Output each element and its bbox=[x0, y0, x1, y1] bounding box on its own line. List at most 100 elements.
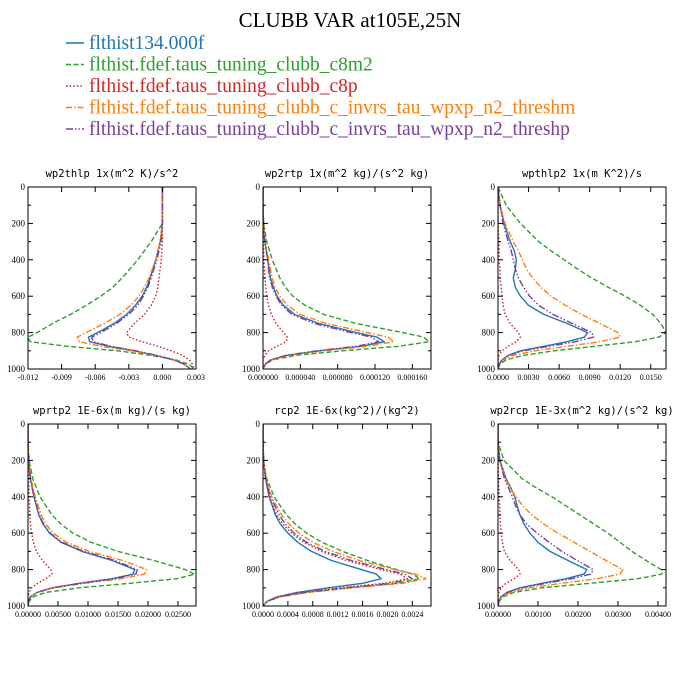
x-tick-label: 0.01500 bbox=[105, 610, 131, 619]
x-tick-label: -0.006 bbox=[85, 373, 106, 382]
series-line bbox=[28, 424, 53, 606]
x-tick-label: 0.000000 bbox=[248, 373, 278, 382]
chart-panels: wp2thlp 1x(m^2 K)/s^2 0 200 400 600 800 1000 -0… bbox=[7, 168, 674, 619]
y-tick-label: 1000 bbox=[7, 601, 26, 611]
x-tick-label: 0.02000 bbox=[135, 610, 161, 619]
series-line bbox=[263, 424, 427, 606]
y-tick-label: 800 bbox=[12, 565, 26, 575]
series-line bbox=[28, 424, 148, 606]
legend: flthist134.000fflthist.fdef.taus_tuning_… bbox=[66, 33, 575, 140]
chart-panel: rcp2 1E-6x(kg^2)/(kg^2) 0 200 400 600 800 1000… bbox=[242, 405, 432, 619]
legend-entry: flthist.fdef.taus_tuning_clubb_c8p bbox=[66, 76, 358, 97]
series-line bbox=[263, 424, 421, 606]
x-tick-label: 0.0012 bbox=[327, 610, 349, 619]
y-tick-label: 400 bbox=[247, 492, 261, 502]
plot-frame bbox=[262, 186, 432, 370]
y-tick-label: 400 bbox=[482, 255, 496, 265]
y-tick-label: 800 bbox=[12, 328, 26, 338]
x-tick-label: 0.0008 bbox=[302, 610, 324, 619]
y-tick-label: 200 bbox=[247, 218, 261, 228]
x-tick-label: 0.0090 bbox=[579, 373, 601, 382]
x-tick-label: 0.00400 bbox=[645, 610, 671, 619]
y-tick-label: 400 bbox=[12, 492, 26, 502]
x-tick-label: 0.00300 bbox=[605, 610, 631, 619]
legend-entry: flthist134.000f bbox=[66, 33, 205, 54]
y-tick-label: 600 bbox=[482, 291, 496, 301]
x-tick-label: 0.02500 bbox=[165, 610, 191, 619]
x-tick-label: 0.0060 bbox=[548, 373, 570, 382]
x-tick-label: -0.003 bbox=[118, 373, 139, 382]
y-tick-label: 400 bbox=[12, 255, 26, 265]
chart-panel: wp2rcp 1E-3x(m^2 kg)/(s^2 kg) 0 200 400 600 8… bbox=[477, 405, 674, 619]
plot-frame bbox=[27, 186, 197, 370]
series-line bbox=[498, 424, 588, 606]
series-line bbox=[263, 187, 288, 369]
x-tick-label: 0.0024 bbox=[401, 610, 423, 619]
x-tick-label: 0.0020 bbox=[376, 610, 398, 619]
series-line bbox=[28, 187, 195, 369]
y-tick-label: 400 bbox=[482, 492, 496, 502]
x-tick-label: 0.00500 bbox=[45, 610, 71, 619]
y-tick-label: 600 bbox=[482, 528, 496, 538]
y-tick-label: 0 bbox=[491, 419, 496, 429]
series-line bbox=[498, 424, 624, 606]
x-tick-label: 0.000 bbox=[153, 373, 171, 382]
y-tick-label: 600 bbox=[12, 528, 26, 538]
x-tick-label: 0.00000 bbox=[15, 610, 41, 619]
y-tick-label: 0 bbox=[21, 182, 26, 192]
y-tick-label: 0 bbox=[256, 419, 261, 429]
legend-entry: flthist.fdef.taus_tuning_clubb_c_invrs_t… bbox=[66, 98, 575, 119]
y-tick-label: 200 bbox=[12, 455, 26, 465]
y-tick-label: 1000 bbox=[477, 601, 496, 611]
x-tick-label: 0.01000 bbox=[75, 610, 101, 619]
x-tick-label: 0.0000 bbox=[252, 610, 274, 619]
series-line bbox=[263, 187, 385, 369]
y-tick-label: 800 bbox=[247, 565, 261, 575]
series-line bbox=[498, 187, 666, 369]
x-tick-label: 0.000120 bbox=[360, 373, 390, 382]
x-tick-label: 0.000160 bbox=[397, 373, 427, 382]
panel-title: wp2thlp 1x(m^2 K)/s^2 bbox=[46, 168, 179, 180]
y-tick-label: 0 bbox=[491, 182, 496, 192]
series-line bbox=[28, 424, 138, 606]
panel-title: rcp2 1E-6x(kg^2)/(kg^2) bbox=[274, 405, 419, 417]
legend-entry: flthist.fdef.taus_tuning_clubb_c8m2 bbox=[66, 55, 373, 76]
y-tick-label: 800 bbox=[482, 565, 496, 575]
series-line bbox=[263, 424, 382, 606]
x-tick-label: 0.0030 bbox=[518, 373, 540, 382]
x-tick-label: 0.0000 bbox=[487, 373, 509, 382]
series-line bbox=[498, 187, 522, 369]
y-tick-label: 1000 bbox=[242, 601, 261, 611]
legend-label: flthist.fdef.taus_tuning_clubb_c8m2 bbox=[89, 55, 373, 76]
figure-title: CLUBB VAR at105E,25N bbox=[239, 8, 462, 32]
series-line bbox=[125, 187, 195, 369]
y-tick-label: 600 bbox=[247, 291, 261, 301]
legend-label: flthist.fdef.taus_tuning_clubb_c_invrs_t… bbox=[89, 98, 575, 119]
chart-panel: wpthlp2 1x(m K^2)/s020040060080010000.00… bbox=[477, 168, 667, 382]
legend-entry: flthist.fdef.taus_tuning_clubb_c_invrs_t… bbox=[66, 119, 570, 140]
plot-frame bbox=[262, 423, 432, 607]
y-tick-label: 0 bbox=[256, 182, 261, 192]
y-tick-label: 600 bbox=[247, 528, 261, 538]
x-tick-label: 0.0016 bbox=[352, 610, 374, 619]
x-tick-label: 0.0004 bbox=[277, 610, 299, 619]
y-tick-label: 1000 bbox=[242, 364, 261, 374]
y-tick-label: 1000 bbox=[7, 364, 26, 374]
series-line bbox=[263, 187, 395, 369]
series-line bbox=[87, 187, 191, 369]
y-tick-label: 200 bbox=[247, 455, 261, 465]
y-tick-label: 800 bbox=[482, 328, 496, 338]
panel-title: wpthlp2 1x(m K^2)/s bbox=[522, 168, 642, 180]
series-line bbox=[263, 187, 430, 369]
series-line bbox=[263, 187, 380, 369]
chart-panel: wp2rtp 1x(m^2 kg)/(s^2 kg) 0 200 400 600 800 1… bbox=[242, 168, 432, 382]
legend-label: flthist.fdef.taus_tuning_clubb_c8p bbox=[89, 76, 358, 97]
y-tick-label: 600 bbox=[12, 291, 26, 301]
y-tick-label: 1000 bbox=[477, 364, 496, 374]
y-tick-label: 200 bbox=[12, 218, 26, 228]
x-tick-label: 0.000080 bbox=[323, 373, 353, 382]
series-line bbox=[498, 187, 595, 369]
x-tick-label: 0.00200 bbox=[565, 610, 591, 619]
legend-label: flthist134.000f bbox=[89, 33, 205, 54]
